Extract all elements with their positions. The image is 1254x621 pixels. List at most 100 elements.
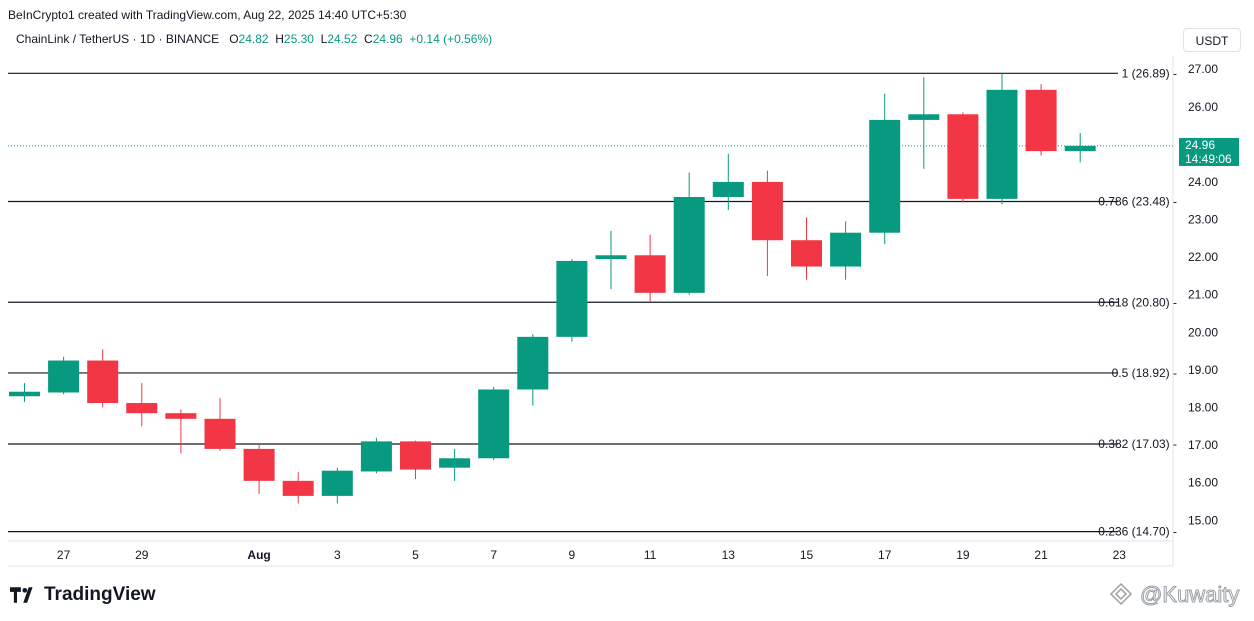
candle-5[interactable] (204, 398, 236, 451)
candle-23[interactable] (908, 77, 940, 169)
ohlc-legend: ChainLink / TetherUS · 1D · BINANCE O 24.… (16, 32, 492, 46)
high-value: 25.30 (283, 32, 314, 46)
candle-17[interactable] (673, 172, 705, 295)
candle-26[interactable] (1025, 84, 1057, 156)
candle-25[interactable] (986, 73, 1018, 205)
low-label: L (320, 32, 328, 46)
close-label: C (364, 32, 373, 46)
price-tick-12: 27.00 (1188, 62, 1218, 76)
currency-unit-button[interactable]: USDT (1183, 28, 1241, 52)
candle-body-20 (791, 240, 822, 267)
symbol-label[interactable]: ChainLink / TetherUS · 1D · BINANCE (16, 32, 220, 46)
candle-9[interactable] (360, 437, 392, 474)
candle-body-23 (908, 114, 940, 120)
candle-body-2 (87, 360, 119, 404)
candle-16[interactable] (634, 234, 666, 303)
candle-22[interactable] (869, 93, 901, 244)
candle-body-17 (673, 196, 705, 293)
date-tick-3: 3 (334, 548, 341, 562)
candle-body-13 (517, 336, 549, 390)
candle-18[interactable] (712, 153, 744, 211)
candle-15[interactable] (595, 230, 627, 290)
chart-credit: BeInCrypto1 created with TradingView.com… (8, 8, 407, 22)
fib-label-3: 0.5 (18.92) - (1112, 366, 1177, 380)
bar-countdown: 14:49:06 (1185, 151, 1232, 166)
fib-label-0: 1 (26.89) - (1122, 66, 1177, 80)
candlestick-series (9, 73, 1096, 504)
candle-27[interactable] (1064, 133, 1096, 163)
candle-24[interactable] (947, 112, 979, 203)
date-tick-11: 19 (956, 548, 970, 562)
candle-body-16 (634, 255, 666, 293)
fib-label-5: 0.236 (14.70) - (1098, 525, 1177, 539)
price-tick-9: 24.00 (1188, 175, 1218, 189)
time-axis-ticks: 27 29 Aug 3 5 7 9 11 13 15 17 19 21 23 (57, 548, 1126, 562)
open-label: O (229, 32, 239, 46)
close-value: 24.96 (372, 32, 403, 46)
candle-body-9 (360, 441, 392, 472)
candle-body-14 (556, 260, 588, 337)
change-value: +0.14 (+0.56%) (409, 32, 493, 46)
candle-20[interactable] (791, 217, 822, 280)
last-price-value: 24.96 (1185, 137, 1216, 152)
candle-body-1 (48, 360, 80, 393)
candle-11[interactable] (439, 448, 471, 481)
candle-19[interactable] (751, 170, 783, 276)
candle-21[interactable] (830, 221, 862, 280)
date-tick-12: 21 (1034, 548, 1048, 562)
date-tick-13: 23 (1113, 548, 1127, 562)
candle-7[interactable] (282, 472, 314, 504)
tradingview-logo[interactable]: TradingView (10, 584, 156, 606)
candle-body-8 (321, 470, 353, 496)
candle-12[interactable] (478, 386, 510, 461)
candle-body-15 (595, 255, 627, 260)
date-tick-1: 29 (135, 548, 149, 562)
price-tick-4: 19.00 (1188, 363, 1218, 377)
price-tick-3: 18.00 (1188, 401, 1218, 415)
fib-label-4: 0.382 (17.03) - (1098, 437, 1177, 451)
price-axis-ticks: 15.00 16.00 17.00 18.00 19.00 20.00 21.00 22.00… (1188, 62, 1218, 527)
date-tick-9: 15 (800, 548, 814, 562)
candle-body-21 (830, 232, 862, 267)
candle-1[interactable] (48, 356, 80, 395)
candle-body-18 (712, 181, 744, 197)
candle-body-19 (751, 181, 783, 241)
low-value: 24.52 (327, 32, 358, 46)
fib-label-1: 0.786 (23.48) - (1098, 195, 1177, 209)
price-tick-8: 23.00 (1188, 213, 1218, 227)
price-tick-2: 17.00 (1188, 438, 1218, 452)
date-tick-10: 17 (878, 548, 892, 562)
date-tick-7: 11 (644, 548, 657, 562)
last-price-badge: 24.96 14:49:06 (1179, 137, 1239, 166)
date-tick-2: Aug (247, 548, 270, 562)
candle-body-11 (439, 458, 471, 468)
candle-3[interactable] (126, 383, 158, 427)
candle-4[interactable] (165, 409, 197, 454)
high-label: H (275, 32, 284, 46)
candle-body-26 (1025, 89, 1057, 152)
candle-6[interactable] (243, 445, 275, 495)
candle-body-25 (986, 89, 1018, 199)
candle-2[interactable] (87, 349, 119, 408)
price-tick-11: 26.00 (1188, 100, 1218, 114)
watermark-text: @Kuwaity (1139, 582, 1240, 608)
candle-13[interactable] (517, 334, 549, 406)
candle-10[interactable] (400, 440, 431, 479)
date-tick-4: 5 (412, 548, 419, 562)
candle-body-3 (126, 403, 158, 414)
candle-body-5 (204, 418, 236, 449)
candle-body-24 (947, 114, 979, 199)
date-tick-8: 13 (722, 548, 736, 562)
date-tick-0: 27 (57, 548, 71, 562)
fibonacci-levels: 1 (26.89) - 0.786 (23.48) - 0.618 (20.80) … (8, 66, 1177, 539)
date-tick-5: 7 (490, 548, 497, 562)
candle-0[interactable] (9, 383, 40, 402)
price-tick-5: 20.00 (1188, 325, 1218, 339)
price-tick-1: 16.00 (1188, 476, 1218, 490)
price-tick-6: 21.00 (1188, 288, 1218, 302)
candle-8[interactable] (321, 467, 353, 504)
tradingview-logo-icon (10, 587, 33, 603)
watermark: @Kuwaity (1108, 582, 1240, 608)
candle-14[interactable] (556, 259, 588, 342)
